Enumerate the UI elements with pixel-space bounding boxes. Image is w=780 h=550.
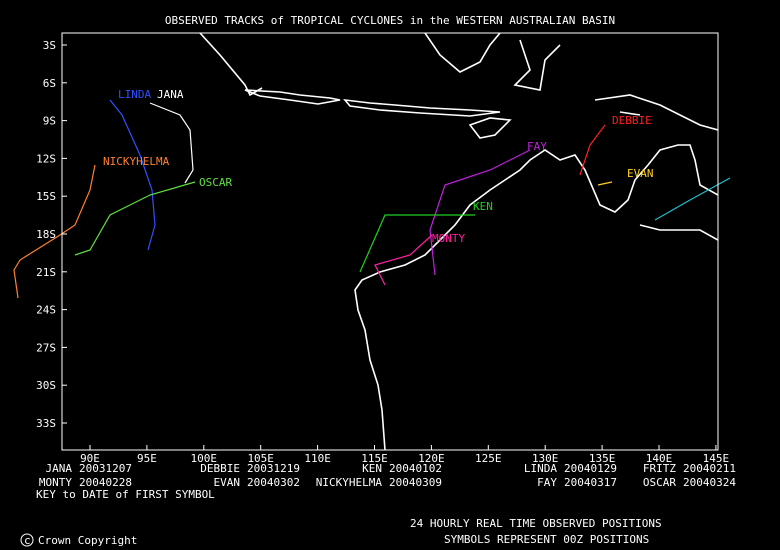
- key-date: 20040309: [389, 476, 442, 489]
- lat-label: 18S: [36, 228, 56, 241]
- lat-label: 15S: [36, 190, 56, 203]
- lon-label: 110E: [304, 452, 331, 465]
- key-name: LINDA: [524, 462, 557, 475]
- key-name: FAY: [537, 476, 557, 489]
- lat-label: 24S: [36, 304, 56, 317]
- lat-label: 12S: [36, 152, 56, 165]
- lon-label: 130E: [532, 452, 559, 465]
- lat-label: 21S: [36, 266, 56, 279]
- lon-label: 120E: [418, 452, 445, 465]
- key-date: 20031207: [79, 462, 132, 475]
- key-date: 20040102: [389, 462, 442, 475]
- lat-label: 9S: [43, 115, 56, 128]
- lon-label: 105E: [247, 452, 274, 465]
- key: JANA 20031207 DEBBIE 20031219 KEN 20040102 LIN…: [39, 462, 736, 489]
- key-date: 20040129: [564, 462, 617, 475]
- key-name: MONTY: [39, 476, 72, 489]
- storm-label: KEN: [473, 200, 493, 213]
- lon-label: 90E: [80, 452, 100, 465]
- lon-label: 100E: [191, 452, 218, 465]
- lon-label: 95E: [137, 452, 157, 465]
- key-name: EVAN: [214, 476, 241, 489]
- key-date: 20031219: [247, 462, 300, 475]
- storm-label: DEBBIE: [612, 114, 652, 127]
- storm-label: NICKYHELMA: [103, 155, 170, 168]
- key-date: 20040317: [564, 476, 617, 489]
- title: OBSERVED TRACKS of TROPICAL CYCLONES in …: [165, 14, 615, 27]
- copyright-c: c: [24, 534, 31, 547]
- lon-label: 140E: [646, 452, 673, 465]
- storm-label: JANA: [157, 88, 184, 101]
- frame: [61, 32, 719, 451]
- storm-label: EVAN: [627, 167, 654, 180]
- lon-label: 115E: [361, 452, 388, 465]
- lat-label: 30S: [36, 379, 56, 392]
- axis-ticks: 3S 6S 9S 12S 15S 18S 21S 24S 27S 30S 33S 90E 95E 100E…: [36, 39, 729, 465]
- storm-label: OSCAR: [199, 176, 232, 189]
- key-name: NICKYHELMA: [316, 476, 383, 489]
- key-name: KEN: [362, 462, 382, 475]
- copyright: Crown Copyright: [38, 534, 137, 547]
- key-note: KEY to DATE of FIRST SYMBOL: [36, 488, 215, 501]
- lon-label: 135E: [589, 452, 616, 465]
- storm-label: FAY: [527, 140, 547, 153]
- key-date: 20040228: [79, 476, 132, 489]
- lat-label: 27S: [36, 341, 56, 354]
- key-name: FRITZ: [643, 462, 676, 475]
- key-name: JANA: [46, 462, 73, 475]
- key-name: DEBBIE: [200, 462, 240, 475]
- storm-label: LINDA: [118, 88, 151, 101]
- key-name: OSCAR: [643, 476, 676, 489]
- lat-label: 33S: [36, 417, 56, 430]
- storm-labels: LINDA JANA NICKYHELMA OSCAR DEBBIE EVAN …: [103, 88, 654, 245]
- footer-line: SYMBOLS REPRESENT 00Z POSITIONS: [444, 533, 649, 546]
- key-date: 20040324: [683, 476, 736, 489]
- lon-label: 145E: [703, 452, 730, 465]
- tracks: [13, 99, 731, 299]
- key-date: 20040302: [247, 476, 300, 489]
- map-frame: LINDA JANA NICKYHELMA OSCAR DEBBIE EVAN …: [13, 32, 731, 451]
- lon-label: 125E: [475, 452, 502, 465]
- coastlines: [199, 33, 718, 450]
- key-date: 20040211: [683, 462, 736, 475]
- lat-label: 3S: [43, 39, 56, 52]
- lat-label: 6S: [43, 77, 56, 90]
- storm-label: MONTY: [432, 232, 465, 245]
- copyright-symbol: [20, 533, 34, 547]
- footer-line: 24 HOURLY REAL TIME OBSERVED POSITIONS: [410, 517, 662, 530]
